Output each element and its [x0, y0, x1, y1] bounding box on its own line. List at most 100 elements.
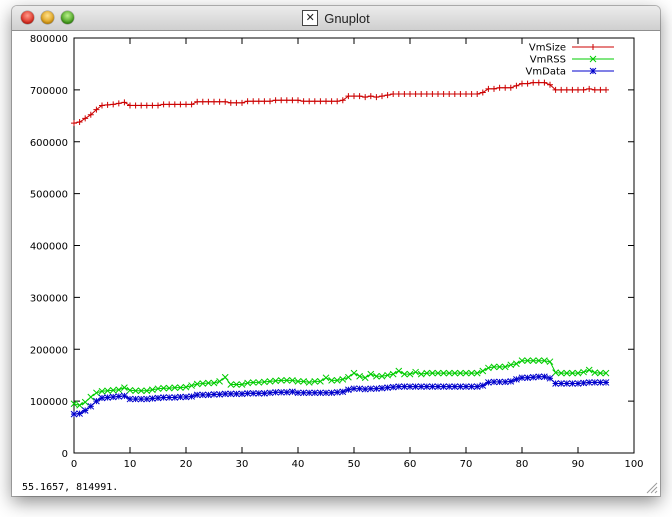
data-point-stroke [132, 395, 139, 403]
data-point [194, 98, 201, 105]
data-point-stroke [205, 391, 212, 399]
data-point [474, 91, 481, 98]
data-point [479, 382, 487, 389]
data-point-stroke [569, 369, 576, 377]
data-point [188, 393, 195, 400]
data-point [361, 374, 369, 382]
data-point [429, 383, 436, 390]
x-tick-label: 90 [572, 459, 585, 470]
data-point-stroke [345, 386, 352, 394]
data-point [345, 373, 352, 381]
data-point [177, 101, 184, 108]
data-point [384, 92, 391, 99]
data-point [496, 378, 503, 386]
data-point [563, 380, 571, 387]
data-point [384, 371, 391, 379]
data-point-stroke [563, 380, 571, 387]
data-point [491, 85, 497, 92]
resize-grip-icon[interactable] [646, 482, 658, 494]
data-point-stroke [238, 390, 246, 398]
data-point-stroke [501, 363, 509, 371]
data-point-stroke [272, 388, 279, 396]
series-line-vmsize [73, 82, 606, 124]
data-point [305, 379, 313, 386]
data-point-stroke [126, 386, 134, 394]
x-tick-label: 70 [460, 459, 473, 470]
data-point [210, 391, 218, 398]
data-point-stroke [261, 389, 268, 397]
title-bar[interactable]: ✕ Gnuplot [12, 6, 660, 31]
data-point [132, 387, 139, 395]
zoom-window-button[interactable] [61, 11, 74, 24]
data-point [496, 363, 503, 371]
data-point-stroke [585, 366, 593, 374]
data-point [429, 369, 436, 377]
data-point [295, 97, 301, 104]
data-point-stroke [434, 383, 442, 390]
data-point-stroke [87, 393, 95, 401]
legend-marker [589, 67, 597, 75]
data-point-stroke [294, 389, 302, 397]
data-point-stroke [529, 373, 537, 381]
data-point [339, 97, 346, 104]
data-point [507, 378, 515, 385]
data-point [227, 390, 235, 398]
data-point [104, 394, 111, 401]
y-tick-label: 500000 [30, 190, 68, 201]
data-point-stroke [305, 389, 313, 397]
plot-canvas[interactable]: 0 10 20 30 40 50 60 70 80 90 100 0 100000 200000 30000… [12, 31, 660, 496]
data-point [473, 383, 481, 390]
data-point-stroke [445, 383, 453, 390]
data-point [557, 369, 565, 377]
data-point [457, 369, 464, 377]
data-point [126, 386, 134, 394]
data-point-stroke [300, 389, 307, 397]
data-point [389, 370, 397, 378]
data-point [93, 106, 100, 113]
close-window-button[interactable] [21, 11, 34, 24]
series-vmsize [71, 79, 609, 127]
data-point [434, 383, 442, 390]
data-point [529, 373, 537, 381]
data-point [300, 378, 307, 385]
data-point [602, 369, 610, 377]
data-point [261, 378, 268, 386]
data-point [165, 384, 173, 392]
data-point-stroke [518, 374, 526, 382]
data-point [317, 98, 324, 105]
data-point [440, 369, 447, 377]
data-point [490, 378, 498, 386]
data-point-stroke [171, 384, 179, 391]
data-point [76, 410, 83, 417]
minimize-window-button[interactable] [41, 11, 54, 24]
data-point [155, 102, 161, 109]
data-point [339, 375, 347, 383]
data-point [137, 387, 145, 395]
data-point-stroke [244, 389, 251, 397]
data-point-stroke [311, 389, 319, 397]
data-point-stroke [457, 369, 464, 377]
data-point [221, 373, 229, 381]
data-point-stroke [412, 368, 419, 376]
data-point-stroke [115, 386, 123, 394]
data-point-stroke [440, 383, 447, 390]
data-point [535, 357, 543, 365]
data-point-stroke [479, 382, 487, 389]
data-point [272, 377, 279, 385]
data-point [485, 85, 492, 92]
legend-label: VmSize [529, 43, 566, 54]
data-point-stroke [580, 368, 587, 376]
data-point-stroke [249, 389, 257, 397]
data-point [401, 383, 408, 390]
data-point-stroke [182, 383, 190, 391]
data-point [362, 94, 369, 101]
data-point-stroke [317, 389, 324, 397]
x-tick-label: 10 [124, 459, 137, 470]
data-point-stroke [70, 410, 78, 418]
series-vmrss [70, 357, 610, 409]
data-point [238, 381, 246, 388]
data-point-stroke [93, 397, 100, 405]
data-point-stroke [367, 370, 375, 378]
data-point-stroke [490, 363, 498, 371]
data-point-stroke [423, 383, 431, 390]
